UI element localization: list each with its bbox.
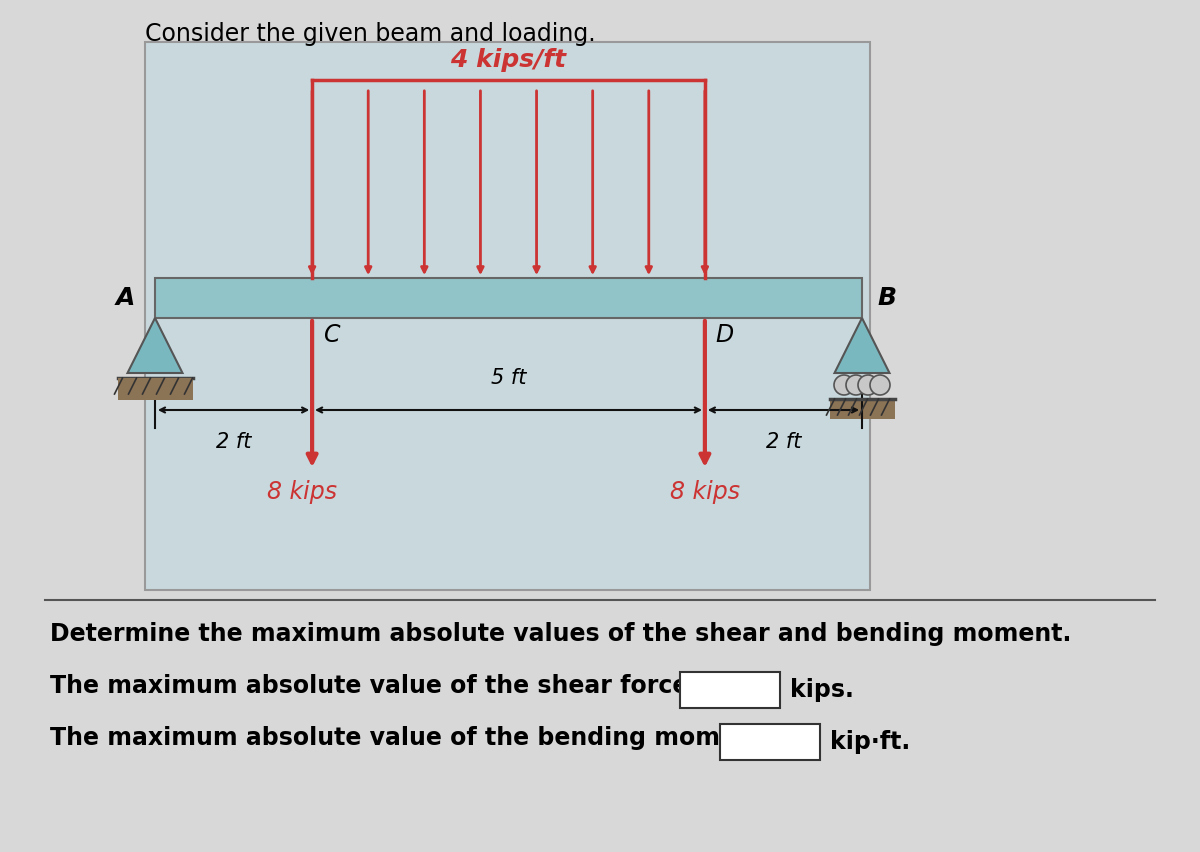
Text: Consider the given beam and loading.: Consider the given beam and loading. [145,22,595,46]
Text: C: C [324,323,341,347]
Text: 5 ft: 5 ft [491,368,526,388]
Polygon shape [127,318,182,373]
Text: The maximum absolute value of the shear force is: The maximum absolute value of the shear … [50,674,719,698]
Text: 2 ft: 2 ft [766,432,802,452]
Text: 8 kips: 8 kips [670,480,740,504]
Circle shape [858,375,878,395]
Text: B: B [877,286,896,310]
Text: The maximum absolute value of the bending moment is: The maximum absolute value of the bendin… [50,726,794,750]
Bar [680,672,780,708]
Text: kip·ft.: kip·ft. [830,730,911,754]
Text: kips.: kips. [790,678,854,702]
Bar [155,278,862,318]
Bar [720,724,820,760]
Polygon shape [834,318,889,373]
Text: D: D [715,323,733,347]
Circle shape [834,375,854,395]
Circle shape [846,375,866,395]
Bar [118,378,192,400]
Text: 4 kips/ft: 4 kips/ft [450,48,566,72]
Text: Determine the maximum absolute values of the shear and bending moment.: Determine the maximum absolute values of… [50,622,1072,646]
Circle shape [870,375,890,395]
Text: A: A [115,286,134,310]
Bar [829,399,894,419]
Text: 8 kips: 8 kips [268,480,337,504]
Text: 2 ft: 2 ft [216,432,251,452]
Bar [145,42,870,590]
